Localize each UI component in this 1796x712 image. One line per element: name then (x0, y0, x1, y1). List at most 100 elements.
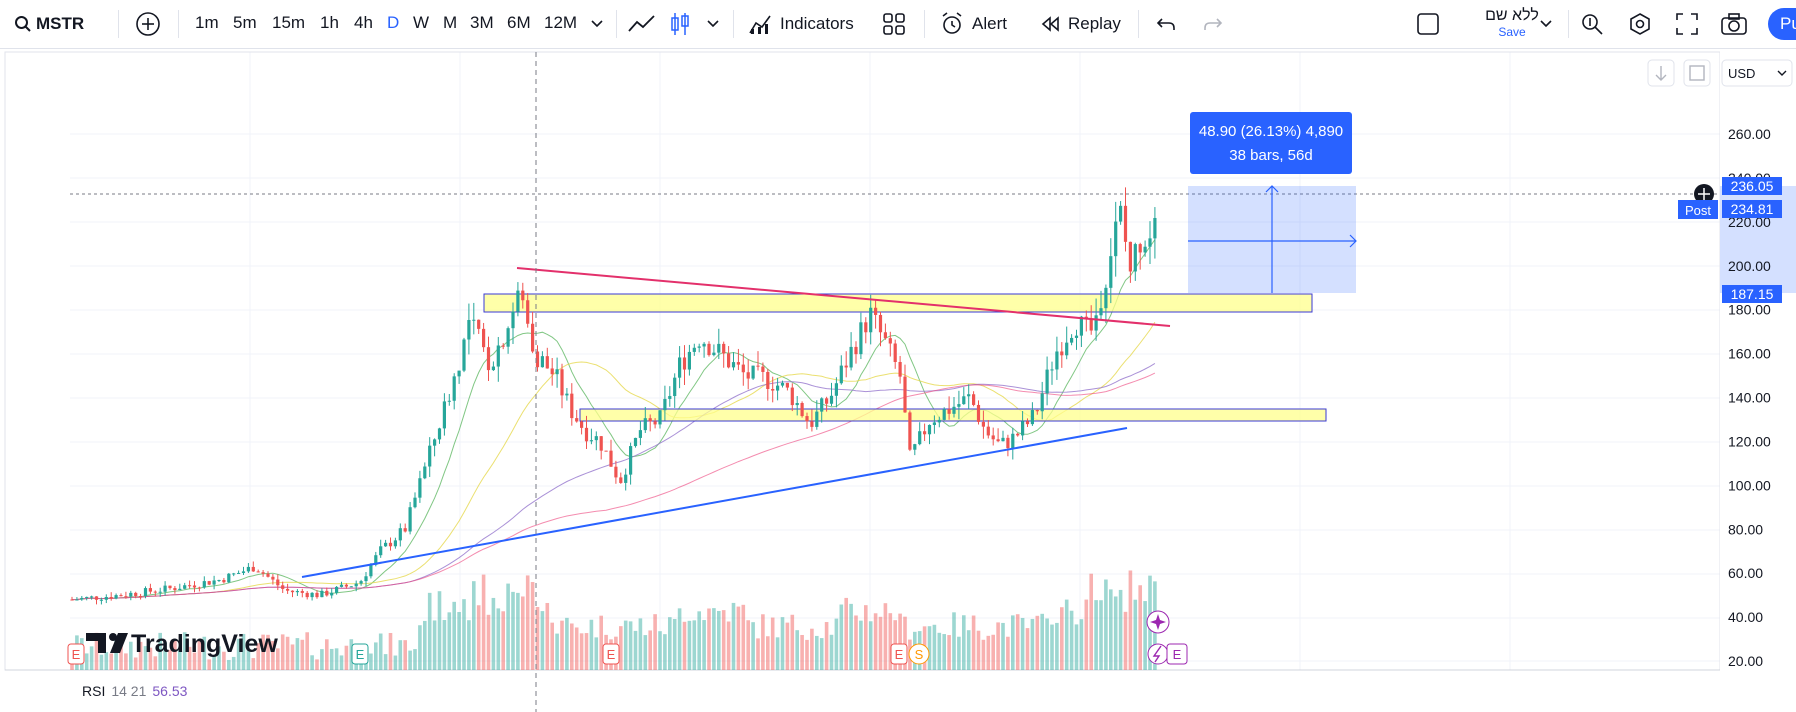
candle-body (991, 435, 995, 440)
earnings-badge[interactable] (67, 643, 85, 665)
candle-body (1025, 421, 1030, 425)
candle-body (702, 343, 706, 347)
earnings-badge[interactable] (351, 643, 369, 665)
layout-dropdown[interactable] (1540, 0, 1552, 48)
candle-body (756, 365, 760, 367)
settings-button[interactable] (1628, 0, 1652, 48)
candle-body (467, 320, 471, 340)
dividend-badge[interactable] (1147, 643, 1169, 665)
plus-circle-icon (136, 12, 160, 36)
indicators-button[interactable]: Indicators (748, 0, 854, 48)
candle-body (134, 592, 138, 596)
search-icon (15, 16, 31, 32)
timeframe-4h[interactable]: 4h (354, 13, 373, 32)
timeframe-6m[interactable]: 6M (507, 13, 531, 32)
quick-search-button[interactable] (1580, 0, 1604, 48)
rsi-legend[interactable]: RSI 14 21 56.53 (82, 683, 187, 699)
replay-label: Replay (1068, 14, 1121, 33)
volume-bar (187, 646, 192, 670)
volume-bar (623, 620, 628, 670)
fullscreen-button[interactable] (1676, 0, 1698, 48)
volume-bar (971, 615, 976, 670)
timeframe-5m[interactable]: 5m (233, 13, 257, 32)
undo-button[interactable] (1156, 0, 1176, 48)
candle-body (104, 597, 108, 600)
range-low-tag (1722, 285, 1782, 303)
timeframe-15m[interactable]: 15m (272, 13, 306, 32)
volume-bar (717, 610, 721, 670)
top-toolbar: MSTR 1m 5m 15m 1h 4h D W M 3M 6M 12M Ind… (0, 0, 1796, 49)
candles-icon (671, 13, 689, 35)
volume-bar (761, 614, 765, 670)
volume-bar (119, 634, 123, 670)
candle-body (707, 343, 711, 356)
volume-bar (810, 628, 814, 670)
split-badge[interactable] (908, 643, 930, 665)
uptrend-line[interactable] (301, 427, 1128, 578)
candle-body (251, 566, 255, 572)
volume-bar (854, 615, 858, 670)
candle-body (986, 426, 990, 436)
candle-body (374, 555, 378, 565)
candle-body (1050, 369, 1054, 371)
snapshot-button[interactable] (1721, 0, 1747, 48)
candle-body (903, 376, 907, 413)
chevron-down-icon (1777, 70, 1787, 76)
volume-bar (1030, 618, 1035, 670)
candle-body (589, 440, 593, 442)
volume-bar (138, 641, 143, 670)
publish-button[interactable]: Pu (1768, 8, 1796, 40)
volume-bar (687, 620, 692, 670)
earnings-badge[interactable] (890, 643, 908, 665)
candle-body (815, 411, 819, 427)
currency-select[interactable] (1721, 59, 1793, 87)
alert-button[interactable]: Alert (940, 0, 1007, 48)
symbol-label: MSTR (36, 14, 85, 33)
volume-bar (981, 639, 986, 670)
candle-body (143, 588, 148, 597)
candle-body (398, 528, 402, 541)
layouts-button[interactable] (883, 0, 905, 48)
candle-body (844, 365, 848, 368)
timeframe-1h[interactable]: 1h (320, 13, 339, 32)
timeframe-1m[interactable]: 1m (195, 13, 219, 32)
chevron-down-icon (591, 20, 603, 28)
candle-body (692, 347, 696, 352)
candles-button[interactable] (669, 0, 691, 48)
candle-body (741, 364, 745, 373)
timeframe-3m[interactable]: 3M (470, 13, 494, 32)
timeframe-d[interactable]: D (387, 13, 400, 32)
volume-bar (310, 655, 314, 670)
pane-controls: USD (1647, 59, 1793, 87)
auto-scale-button[interactable] (1683, 59, 1711, 87)
downtrend-line[interactable] (516, 267, 1171, 327)
timeframe-w[interactable]: W (413, 13, 430, 32)
volume-bar (457, 612, 461, 670)
replay-button[interactable]: Replay (1040, 0, 1121, 48)
candle-body (305, 592, 309, 598)
volume-bar (878, 616, 883, 670)
line-chart-button[interactable] (627, 0, 657, 48)
resistance-zone[interactable] (483, 293, 1313, 313)
add-symbol-button[interactable] (135, 0, 161, 48)
earnings-badge[interactable] (602, 643, 620, 665)
volume-bar (530, 582, 535, 670)
symbol-search[interactable]: MSTR (14, 0, 84, 48)
redo-button[interactable] (1203, 0, 1223, 48)
candle-body (746, 372, 750, 379)
timeframe-m[interactable]: M (443, 13, 458, 32)
volume-bar (496, 608, 501, 670)
chevron-down-icon (1540, 20, 1552, 28)
candle-body (570, 393, 574, 419)
volume-bar (1015, 614, 1020, 670)
timeframe-dropdown[interactable] (591, 0, 603, 48)
earnings-badge[interactable] (1166, 643, 1188, 665)
chart-canvas[interactable]: 48.90 (26.13%) 4,890 38 bars, 56d 260.00… (0, 49, 1796, 712)
timeframe-12m[interactable]: 12M (544, 13, 578, 32)
rectangle-button[interactable] (1416, 0, 1440, 48)
volume-bar (476, 605, 481, 670)
candle-body (521, 290, 525, 301)
layout-save[interactable]: ללא שם Save (1472, 7, 1552, 39)
price-axis[interactable]: 260.00240.00220.00200.00180.00160.00140.… (1720, 49, 1796, 671)
chart-type-dropdown[interactable] (707, 0, 719, 48)
